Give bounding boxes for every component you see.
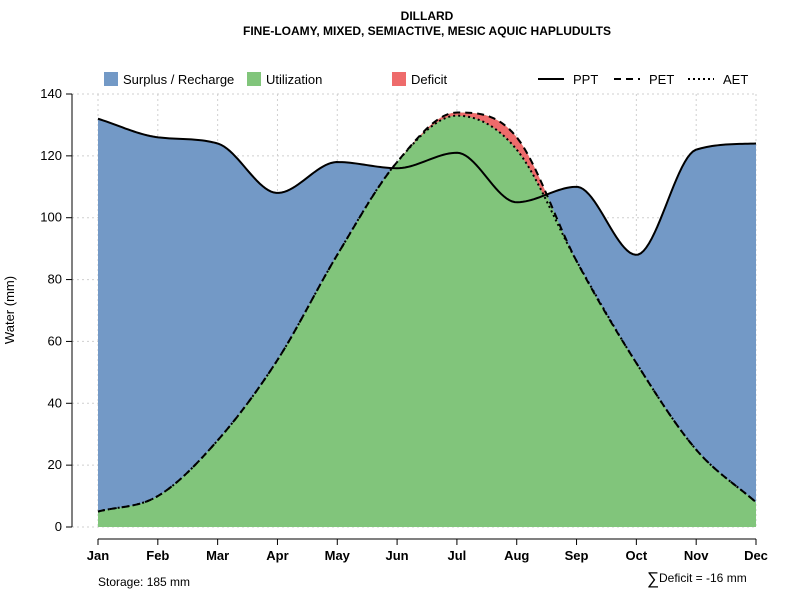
legend-label-deficit: Deficit (411, 72, 448, 87)
legend-label-utilization: Utilization (266, 72, 322, 87)
x-tick-label: Apr (266, 548, 288, 563)
x-tick-label: Sep (565, 548, 589, 563)
x-tick-label: Oct (626, 548, 648, 563)
legend-swatch-utilization (247, 72, 261, 86)
y-tick-label: 20 (48, 457, 62, 472)
legend: Surplus / Recharge Utilization Deficit P… (104, 72, 748, 87)
deficit-note: Deficit = -16 mm (659, 571, 747, 585)
y-tick-label: 100 (40, 210, 62, 225)
legend-label-pet: PET (649, 72, 674, 87)
x-tick-label: Feb (146, 548, 169, 563)
y-tick-label: 120 (40, 148, 62, 163)
legend-label-surplus: Surplus / Recharge (123, 72, 234, 87)
legend-label-aet: AET (723, 72, 748, 87)
x-tick-label: May (325, 548, 351, 563)
x-tick-label: Jan (87, 548, 109, 563)
y-tick-label: 0 (55, 519, 62, 534)
x-tick-label: Dec (744, 548, 768, 563)
x-tick-label: Aug (504, 548, 529, 563)
series-line-pet (97, 111, 757, 513)
legend-label-ppt: PPT (573, 72, 598, 87)
y-tick-label: 60 (48, 333, 62, 348)
y-axis-label: Water (mm) (2, 276, 17, 344)
storage-note: Storage: 185 mm (98, 575, 190, 589)
y-tick-label: 40 (48, 395, 62, 410)
x-tick-label: Mar (206, 548, 229, 563)
sum-symbol: ∑ (647, 569, 659, 588)
area-utilization (98, 112, 756, 528)
x-tick-label: Nov (684, 548, 709, 563)
plot-area: 0 20 40 60 80 100 120 140 Jan Feb Mar Apr May Jun Jul A… (40, 86, 768, 563)
y-tick-label: 80 (48, 272, 62, 287)
chart-title: DILLARD (401, 9, 454, 23)
chart-subtitle: FINE-LOAMY, MIXED, SEMIACTIVE, MESIC AQU… (243, 24, 611, 38)
y-tick-label: 140 (40, 86, 62, 101)
legend-swatch-deficit (392, 72, 406, 86)
series-line-ppt (97, 117, 757, 256)
x-tick-label: Jun (386, 548, 409, 563)
x-tick-label: Jul (448, 548, 467, 563)
legend-swatch-surplus (104, 72, 118, 86)
